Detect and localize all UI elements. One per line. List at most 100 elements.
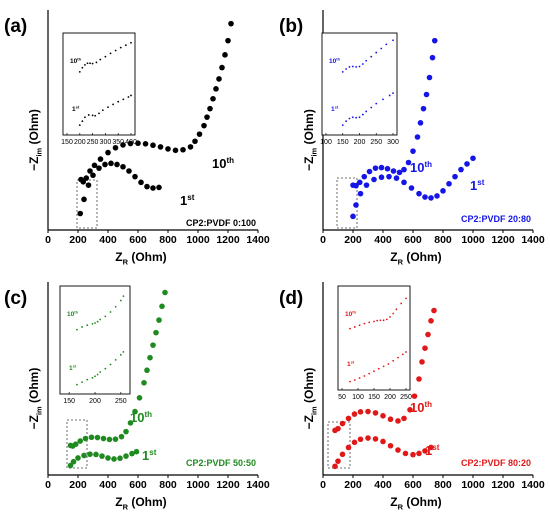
data-point — [172, 147, 179, 154]
data-point — [219, 64, 225, 71]
x-tick-label: 400 — [374, 234, 392, 246]
x-tick-label: 1000 — [186, 234, 210, 246]
data-point — [422, 345, 428, 351]
series-1st — [67, 448, 140, 469]
zoom-region-box — [327, 421, 351, 469]
inset-data-point — [341, 124, 344, 126]
inset-data-point — [84, 63, 86, 66]
y-axis-title-unit: (Ohm) — [27, 109, 41, 148]
y-axis-title: −Zim (Ohm) — [302, 109, 319, 171]
data-point — [420, 105, 427, 112]
inset-series — [341, 92, 394, 126]
series-1st — [350, 155, 476, 220]
data-point — [361, 173, 368, 180]
inset-label-10th-main: 10 — [345, 311, 353, 318]
inset-data-point — [358, 65, 361, 68]
data-point — [339, 420, 346, 427]
y-axis-title-sub: im — [35, 406, 44, 415]
data-point — [351, 411, 358, 417]
inset-label-10th-sub: th — [352, 309, 356, 314]
data-point — [120, 163, 126, 170]
data-point — [426, 74, 433, 81]
y-axis-title: −Zim (Ohm) — [27, 109, 44, 171]
x-tick-label: 800 — [159, 479, 177, 491]
data-point — [353, 202, 359, 208]
data-point — [401, 415, 407, 422]
data-point — [147, 354, 153, 361]
inset-data-point — [101, 109, 104, 112]
inset-data-point — [94, 114, 97, 117]
data-point — [87, 168, 93, 174]
inset-data-point — [91, 322, 94, 325]
inset-data-point — [405, 351, 407, 353]
x-tick-label: 200 — [344, 479, 362, 491]
series-label-10th: 10th — [130, 410, 152, 425]
inset-x-tick-label: 300 — [387, 139, 399, 146]
inset-x-tick-label: 250 — [400, 394, 412, 401]
inset-data-point — [119, 46, 122, 49]
x-tick-label: 1000 — [461, 234, 485, 246]
inset-data-point — [365, 59, 368, 62]
inset-data-point — [375, 51, 378, 54]
inset-data-point — [392, 92, 394, 95]
inset-frame — [337, 285, 411, 391]
inset-data-point — [365, 110, 368, 113]
inset-label-10th: 10th — [345, 309, 357, 318]
series-label-1st-sub: st — [477, 178, 484, 187]
x-axis-title-main: Z — [115, 250, 122, 264]
inset-data-point — [107, 106, 109, 109]
inset-x-tick-label: 400 — [125, 139, 137, 146]
data-point — [81, 196, 87, 203]
inset-data-point — [358, 377, 361, 379]
data-point — [428, 444, 434, 451]
inset-data-point — [373, 370, 375, 373]
inset-data-point — [81, 326, 83, 328]
inset-data-point — [94, 375, 96, 378]
inset-data-point — [122, 295, 125, 298]
data-point — [87, 451, 93, 458]
series-label-10th-main: 10 — [130, 410, 144, 425]
inset-data-point — [388, 94, 391, 97]
data-point — [440, 188, 446, 194]
data-point — [419, 359, 425, 365]
data-point — [401, 166, 407, 173]
inset-frame — [321, 32, 398, 136]
inset-label-1st: 1st — [347, 359, 355, 368]
inset: 150 200 250 300 350 400 10th 1st — [61, 32, 137, 146]
x-tick-label: 400 — [99, 479, 117, 491]
x-axis-title-sub: R — [123, 258, 129, 267]
data-point — [108, 160, 114, 167]
data-point — [157, 144, 164, 150]
data-point — [196, 131, 203, 137]
inset-data-point — [114, 49, 117, 52]
data-point — [132, 408, 138, 415]
data-point — [228, 20, 234, 27]
inset-x-tick-label: 250 — [370, 139, 382, 146]
sample-annotation: CP2:PVDF 80:20 — [461, 458, 531, 468]
series-10th — [350, 37, 438, 189]
inset-label-1st-main: 1 — [72, 106, 76, 113]
inset-label-1st-sub: st — [335, 104, 339, 109]
x-axis-title: ZR (Ohm) — [115, 250, 166, 267]
data-point — [222, 52, 228, 58]
series-label-1st-main: 1 — [425, 443, 432, 458]
inset-data-point — [86, 62, 89, 65]
inset-data-point — [373, 320, 375, 323]
data-point — [123, 453, 129, 459]
sample-annotation: CP2:PVDF 20:80 — [461, 214, 531, 224]
inset-data-point — [385, 318, 388, 321]
data-point — [123, 428, 129, 435]
data-point — [85, 182, 92, 188]
sample-annotation: CP2:PVDF 0:100 — [186, 218, 256, 228]
y-axis-title-unit: (Ohm) — [302, 368, 316, 407]
data-point — [150, 142, 156, 149]
data-point — [77, 438, 84, 444]
data-point — [135, 140, 141, 147]
inset-x-tick-label: 200 — [384, 394, 396, 401]
y-axis-title-unit: (Ohm) — [302, 109, 316, 148]
inset-data-point — [348, 117, 351, 120]
x-tick-label: 1400 — [521, 479, 545, 491]
data-point — [210, 95, 216, 102]
data-point — [82, 435, 89, 442]
data-point — [345, 444, 352, 451]
